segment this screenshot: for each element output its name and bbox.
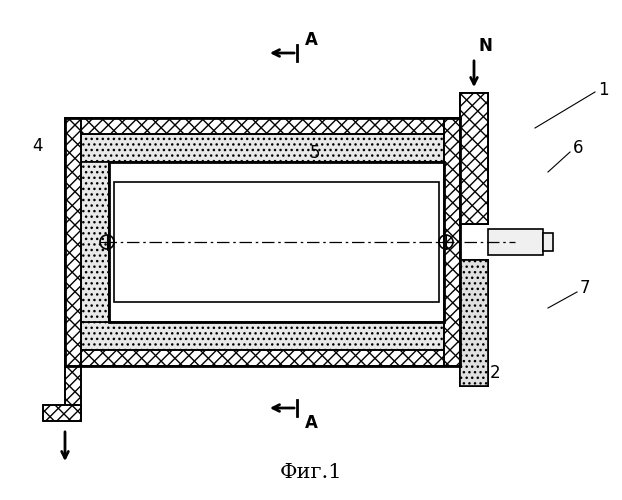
Bar <box>65 366 81 421</box>
Text: N: N <box>478 37 492 55</box>
Bar <box>65 118 460 134</box>
Bar <box>43 405 81 421</box>
Bar <box>81 322 444 350</box>
Bar <box>444 118 460 366</box>
Bar <box>460 93 488 224</box>
Bar <box>81 134 444 162</box>
Bar <box>460 93 488 224</box>
Text: 6: 6 <box>573 139 583 157</box>
Bar <box>65 118 81 366</box>
Bar <box>460 93 488 224</box>
Bar <box>460 93 488 224</box>
Bar <box>65 366 81 421</box>
Bar <box>114 182 439 302</box>
Bar <box>444 118 460 366</box>
Bar <box>460 260 488 386</box>
Bar <box>460 93 488 224</box>
Bar <box>65 118 460 134</box>
Text: 3: 3 <box>136 161 147 179</box>
Bar <box>488 229 543 255</box>
Bar <box>109 162 444 322</box>
Bar <box>460 260 488 386</box>
Text: A: A <box>305 414 318 432</box>
Bar <box>43 405 81 421</box>
Bar <box>65 118 81 366</box>
Text: 4: 4 <box>32 137 43 155</box>
Text: N: N <box>68 408 82 426</box>
Text: 2: 2 <box>490 364 501 382</box>
Text: 1: 1 <box>598 81 608 99</box>
Bar <box>65 350 460 366</box>
Text: A: A <box>305 31 318 49</box>
Bar <box>460 260 488 386</box>
Bar <box>65 350 460 366</box>
Text: Фиг.1: Фиг.1 <box>280 462 342 481</box>
Text: 5: 5 <box>310 144 320 162</box>
Bar <box>81 162 109 322</box>
Bar <box>543 233 553 251</box>
Bar <box>460 260 488 386</box>
Text: 7: 7 <box>580 279 590 297</box>
